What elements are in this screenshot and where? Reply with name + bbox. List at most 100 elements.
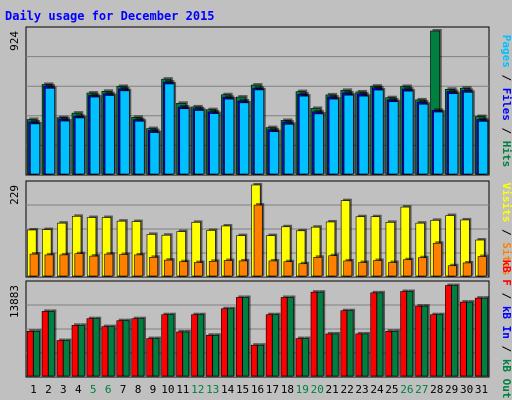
pages-bar — [59, 119, 72, 175]
kb_out-bar-face — [167, 314, 175, 377]
kb_f-bar-face — [474, 297, 482, 377]
kb_out-bar-face — [33, 330, 40, 377]
sites-bar-face — [134, 254, 144, 277]
kb_f-bar — [445, 283, 454, 377]
sites-bar — [462, 260, 474, 277]
kb_f-bar-face — [235, 297, 243, 377]
sites-bar-face — [268, 260, 278, 277]
pages-bar — [358, 94, 371, 175]
kb_f-bar — [460, 300, 469, 377]
pages-bar — [179, 106, 192, 175]
kb_out-bar — [436, 312, 445, 377]
pages-bar — [164, 81, 177, 175]
kb_out-bar-face — [346, 310, 354, 377]
kb_f-bar-face — [310, 291, 318, 377]
pages-bar — [418, 102, 430, 175]
kb_out-bar-face — [406, 291, 414, 377]
pages-bar-face — [59, 120, 70, 175]
x-tick-label: 1 — [30, 383, 37, 396]
kb_out-bar — [137, 316, 146, 377]
pages-bar — [373, 88, 386, 175]
pages-bar-face — [179, 108, 190, 175]
pages-bar-face — [298, 95, 309, 175]
pages-bar-face — [224, 98, 235, 175]
kb_f-bar — [310, 290, 319, 377]
pages-bar-face — [254, 89, 264, 175]
kb_out-bar — [122, 318, 132, 377]
kb_out-bar — [287, 295, 296, 377]
legend-entry: / — [500, 121, 512, 141]
kb_out-bar — [272, 312, 281, 377]
x-tick-label: 30 — [460, 383, 473, 396]
legend-entry: / — [500, 286, 512, 306]
kb_out-bar — [152, 336, 161, 377]
kb_f-bar-face — [176, 331, 183, 377]
x-tick-label: 25 — [385, 383, 398, 396]
legend-entry: Hits — [500, 141, 512, 168]
legend-entry: / — [500, 339, 512, 359]
kb_out-bar-face — [92, 318, 100, 377]
kb_out-bar — [227, 306, 236, 377]
sites-bar — [104, 252, 115, 277]
kb_f-bar — [56, 338, 66, 377]
sites-bar — [403, 257, 414, 277]
legend-entry: kB F — [500, 259, 512, 286]
kb_out-bar — [212, 333, 221, 377]
x-tick-label: 24 — [370, 383, 384, 396]
legend-entry: Files — [500, 88, 512, 121]
kb_f-bar-face — [385, 330, 392, 377]
kb_out-bar — [466, 300, 475, 377]
legend-entry: / — [500, 68, 512, 88]
sites-bar-face — [477, 256, 487, 277]
kb_out-bar-face — [376, 292, 384, 377]
pages-bar — [478, 119, 490, 175]
kb_f-bar — [400, 289, 409, 377]
chart-title: Daily usage for December 2015 — [5, 9, 215, 23]
sites-bar-face — [373, 260, 383, 277]
kb_out-bar — [406, 289, 415, 377]
kb_f-bar — [355, 331, 364, 377]
pages-bar-face — [284, 124, 294, 175]
kb_out-bar-face — [302, 338, 309, 377]
kb_out-bar-face — [107, 326, 115, 377]
panel-bars — [27, 183, 489, 277]
kb_out-bar-face — [242, 297, 249, 377]
pages-bar-face — [313, 113, 324, 175]
kb_out-bar-face — [316, 291, 324, 377]
kb_out-bar-face — [451, 285, 458, 377]
sites-bar-face — [313, 257, 323, 277]
sites-bar — [29, 252, 41, 277]
sites-bar-face — [253, 204, 263, 277]
panel-bars — [26, 283, 490, 377]
sites-bar-face — [44, 254, 54, 277]
kb_out-bar-face — [137, 318, 145, 377]
sites-bar-face — [358, 262, 368, 277]
panel-legend: Pages / Files / Hits — [500, 35, 512, 168]
sites-bar-face — [238, 260, 248, 277]
pages-bar — [194, 108, 206, 175]
kb_out-bar — [257, 343, 266, 377]
kb_f-bar — [325, 331, 334, 377]
pages-bar-face — [269, 131, 279, 175]
kb_f-bar-face — [161, 314, 168, 377]
pages-bar-face — [373, 89, 384, 175]
x-tick-label: 18 — [281, 383, 294, 396]
sites-bar — [343, 258, 354, 277]
sites-bar-face — [119, 254, 129, 277]
kb_out-bar-face — [227, 308, 234, 377]
pages-bar — [313, 111, 326, 175]
pages-bar-face — [478, 121, 489, 175]
legend-entry: Visits — [500, 183, 512, 223]
sites-bar — [164, 258, 175, 277]
sites-bar-face — [283, 261, 293, 277]
kb_f-bar-face — [86, 318, 94, 377]
kb_out-bar — [48, 309, 57, 377]
panel-legend: kB F / kB In / kB Out — [500, 259, 512, 398]
kb_out-bar — [361, 331, 371, 377]
pages-bar — [239, 100, 251, 175]
kb_f-bar-face — [146, 338, 153, 377]
x-tick-label: 31 — [475, 383, 488, 396]
kb_f-bar-face — [131, 318, 139, 377]
kb_out-bar — [63, 338, 72, 377]
